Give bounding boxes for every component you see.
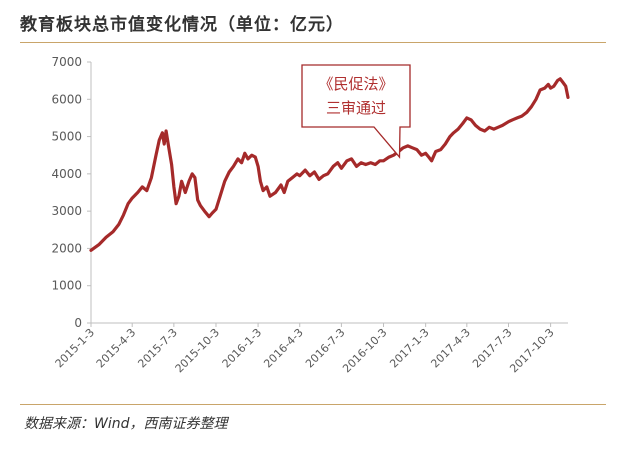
x-tick-label: 2015-4-3: [94, 326, 139, 371]
x-tick-label: 2015-7-3: [135, 326, 180, 371]
x-tick-label: 2015-10-3: [173, 326, 222, 375]
y-tick-label: 6000: [51, 92, 82, 106]
y-tick-label: 0: [74, 316, 82, 330]
x-tick-label: 2016-7-3: [303, 326, 348, 371]
x-tick-label: 2015-1-3: [53, 326, 98, 371]
chart-title: 教育板块总市值变化情况（单位：亿元）: [20, 15, 344, 35]
x-tick-label: 2016-10-3: [340, 326, 389, 375]
y-tick-label: 5000: [51, 130, 82, 144]
callout-text-line: 《民促法》: [318, 75, 393, 93]
y-tick-label: 2000: [51, 241, 82, 255]
x-tick-label: 2017-10-3: [507, 326, 556, 375]
x-axis: 2015-1-32015-4-32015-7-32015-10-32016-1-…: [53, 322, 568, 375]
y-tick-label: 1000: [51, 279, 82, 293]
y-tick-label: 3000: [51, 204, 82, 218]
x-tick-label: 2017-1-3: [387, 326, 432, 371]
y-axis: 0 1000 2000 3000 4000 5000 6000 7000: [51, 55, 92, 330]
x-tick-label: 2017-4-3: [428, 326, 473, 371]
callout-text-line: 三审通过: [326, 99, 386, 117]
callout-annotation: 《民促法》三审通过: [301, 64, 411, 159]
x-tick-label: 2017-7-3: [470, 326, 515, 371]
market-value-line: [89, 77, 570, 252]
x-tick-label: 2016-4-3: [261, 326, 306, 371]
callout-box: [301, 64, 411, 159]
source-divider: [20, 404, 606, 405]
y-tick-label: 4000: [51, 167, 82, 181]
x-tick-label: 2016-1-3: [220, 326, 265, 371]
y-tick-label: 7000: [51, 55, 82, 69]
title-divider: [20, 42, 606, 43]
source-note: 数据来源：Wind，西南证券整理: [24, 416, 228, 432]
